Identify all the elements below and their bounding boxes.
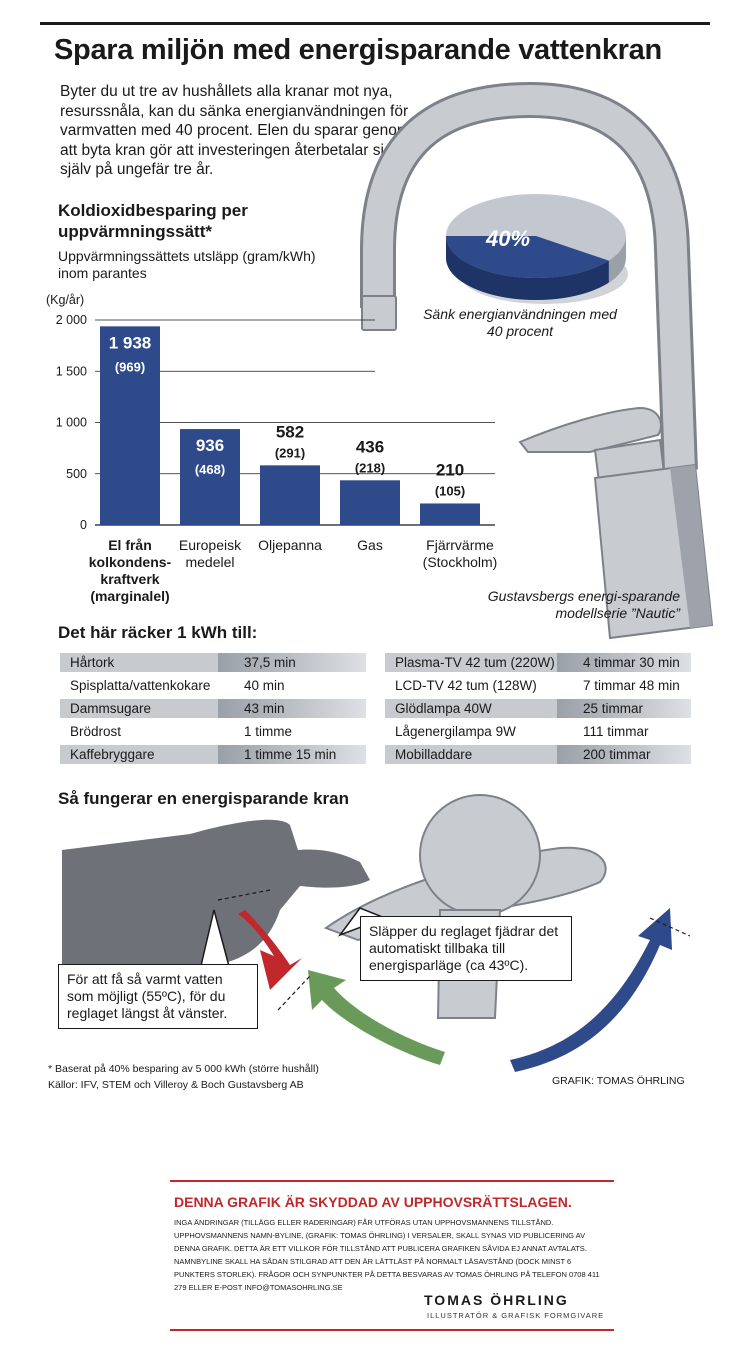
bar-value-label: 936 <box>196 436 224 455</box>
y-tick-label: 0 <box>80 518 87 532</box>
x-category-label: Europeisk medelel <box>179 537 242 570</box>
kwh-device: LCD-TV 42 tum (128W) <box>395 678 537 693</box>
bar-secondary-label: (969) <box>115 359 145 374</box>
kwh-heading: Det här räcker 1 kWh till: <box>58 623 258 642</box>
kwh-device: Lågenergilampa 9W <box>395 724 516 739</box>
y-axis-unit: (Kg/år) <box>46 293 85 307</box>
kwh-row: LCD-TV 42 tum (128W) 7 timmar 48 min <box>385 676 691 695</box>
note-hot: För att få så varmt vatten som möjligt (… <box>58 964 258 1029</box>
bar <box>420 503 480 525</box>
kwh-row: Dammsugare 43 min <box>60 699 366 718</box>
brand-subtitle: ILLUSTRATÖR & GRAFISK FORMGIVARE <box>427 1311 605 1320</box>
kwh-device: Glödlampa 40W <box>385 699 557 718</box>
pie-caption: Sänk energianvändningen med 40 procent <box>423 306 617 339</box>
y-tick-label: 1 000 <box>56 416 87 430</box>
kwh-duration: 4 timmar 30 min <box>557 653 691 672</box>
kwh-table-left: Hårtork 37,5 min Spisplatta/vattenkokare 40… <box>60 649 366 768</box>
y-tick-label: 2 000 <box>56 313 87 327</box>
brand-name: TOMAS ÖHRLING <box>424 1292 569 1308</box>
kwh-duration: 111 timmar <box>583 724 649 739</box>
top-rule <box>40 22 710 25</box>
kwh-table-right: Plasma-TV 42 tum (220W) 4 timmar 30 min LC… <box>385 649 691 768</box>
kwh-device: Plasma-TV 42 tum (220W) <box>385 653 557 672</box>
kwh-row: Glödlampa 40W 25 timmar <box>385 699 691 718</box>
x-category-label: Fjärrvärme (Stockholm) <box>423 537 498 570</box>
pie-slice-40 <box>446 236 609 278</box>
x-category-label: Gas <box>357 537 383 553</box>
y-tick-label: 500 <box>66 467 87 481</box>
bar <box>100 326 160 525</box>
kwh-duration: 43 min <box>218 699 366 718</box>
copyright-rule-top <box>170 1180 614 1182</box>
bar-value-label: 1 938 <box>109 333 152 352</box>
y-tick-label: 1 500 <box>56 364 87 378</box>
chart-subtitle: Uppvärmningssättets utsläpp (gram/kWh) i… <box>58 248 316 281</box>
kwh-duration: 200 timmar <box>557 745 691 764</box>
bar-value-label: 210 <box>436 460 464 479</box>
kwh-duration: 25 timmar <box>557 699 691 718</box>
kwh-device: Dammsugare <box>60 699 218 718</box>
note-eco: Släpper du reglaget fjädrar det automati… <box>360 916 572 981</box>
footnote: * Baserat på 40% besparing av 5 000 kWh … <box>48 1061 319 1093</box>
kwh-device: Mobilladdare <box>385 745 557 764</box>
kwh-duration: 7 timmar 48 min <box>583 678 680 693</box>
footnote-sources: Källor: IFV, STEM och Villeroy & Boch Gu… <box>48 1079 304 1091</box>
how-heading: Så fungerar en energisparande kran <box>58 789 349 808</box>
bar-secondary-label: (218) <box>355 460 385 475</box>
pie-chart: 40% <box>446 194 628 304</box>
kwh-duration: 40 min <box>244 678 285 693</box>
bar <box>180 429 240 525</box>
kwh-row: Mobilladdare 200 timmar <box>385 745 691 764</box>
kwh-device: Kaffebryggare <box>60 745 218 764</box>
kwh-duration: 1 timme 15 min <box>218 745 366 764</box>
x-category-label: Oljepanna <box>258 537 322 553</box>
kwh-row: Hårtork 37,5 min <box>60 653 366 672</box>
kwh-duration: 37,5 min <box>218 653 366 672</box>
kwh-row: Lågenergilampa 9W 111 timmar <box>385 722 691 741</box>
bar-secondary-label: (468) <box>195 462 225 477</box>
bar-value-label: 436 <box>356 437 384 456</box>
kwh-device: Hårtork <box>60 653 218 672</box>
bar <box>260 465 320 525</box>
kwh-row: Kaffebryggare 1 timme 15 min <box>60 745 366 764</box>
credit: GRAFIK: TOMAS ÖHRLING <box>552 1075 685 1087</box>
bar-secondary-label: (291) <box>275 445 305 460</box>
faucet-caption: Gustavsbergs energi-sparande modellserie… <box>487 588 680 621</box>
page-title: Spara miljön med energisparande vattenkr… <box>54 34 662 66</box>
pie-label: 40% <box>485 226 530 251</box>
copyright-rule-bottom <box>170 1329 614 1331</box>
copyright-heading: DENNA GRAFIK ÄR SKYDDAD AV UPPHOVSRÄTTSL… <box>174 1194 572 1210</box>
bar-value-label: 582 <box>276 422 304 441</box>
chart-title: Koldioxidbesparing per uppvärmningssätt* <box>58 201 248 241</box>
faucet-illustration <box>360 81 714 640</box>
bar <box>340 480 400 525</box>
kwh-row: Spisplatta/vattenkokare 40 min <box>60 676 366 695</box>
intro-text: Byter du ut tre av hushållets alla krana… <box>60 83 410 178</box>
x-category-label: El från kolkondens-kraftverk (marginalel) <box>89 537 172 604</box>
kwh-duration: 1 timme <box>244 724 293 739</box>
kwh-row: Brödrost 1 timme <box>60 722 366 741</box>
bar-chart: 0 500 1 000 1 500 2 000 1 938 (969) 936 (468) 582… <box>56 313 498 604</box>
kwh-row: Plasma-TV 42 tum (220W) 4 timmar 30 min <box>385 653 691 672</box>
copyright-text: Inga ändringar (tillägg eller raderingar… <box>174 1218 600 1292</box>
kwh-device: Brödrost <box>70 724 122 739</box>
bar-secondary-label: (105) <box>435 483 465 498</box>
kwh-device: Spisplatta/vattenkokare <box>70 678 211 693</box>
footnote-basis: * Baserat på 40% besparing av 5 000 kWh … <box>48 1063 319 1075</box>
